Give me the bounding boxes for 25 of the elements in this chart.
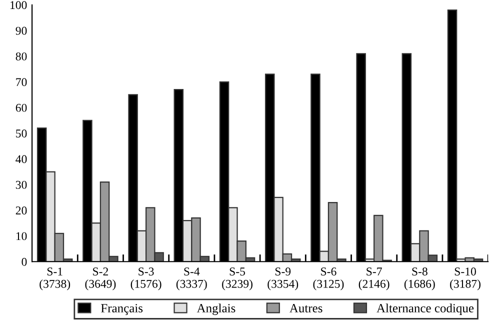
y-tick-label: 90 <box>16 26 27 35</box>
x-tick-label: S-3 (1576) <box>130 268 162 290</box>
y-tick-label: 80 <box>16 52 27 60</box>
x-tick-label: S-4 (3337) <box>176 268 207 290</box>
legend-label: Français <box>101 304 143 315</box>
y-tick-label: 30 <box>16 180 27 189</box>
x-tick-label: S-5 (3239) <box>222 268 252 290</box>
y-tick-label: 0 <box>22 258 27 266</box>
y-tick-label: 70 <box>16 78 27 86</box>
y-tick-label: 10 <box>16 232 27 240</box>
x-tick-label: S-7 (2146) <box>358 268 390 290</box>
x-tick-label: S-10 (3187) <box>450 268 480 290</box>
x-tick-label: S-2 (3649) <box>85 268 116 290</box>
x-tick-label: S-8 (1686) <box>404 268 435 290</box>
x-tick-label: S-9 (3354) <box>268 268 298 290</box>
y-tick-label: 40 <box>16 155 27 164</box>
x-tick-label: S-6 (3125) <box>313 268 344 290</box>
y-tick-label: 60 <box>16 104 27 112</box>
y-tick-label: 50 <box>16 129 27 138</box>
y-tick-label: 100 <box>10 1 27 10</box>
y-tick-label: 20 <box>16 206 27 214</box>
legend-label: Alternance codique <box>376 304 474 315</box>
legend-label: Anglais <box>196 304 236 315</box>
legend-label: Autres <box>290 304 322 312</box>
x-tick-label: S-1 (3738) <box>40 268 70 290</box>
